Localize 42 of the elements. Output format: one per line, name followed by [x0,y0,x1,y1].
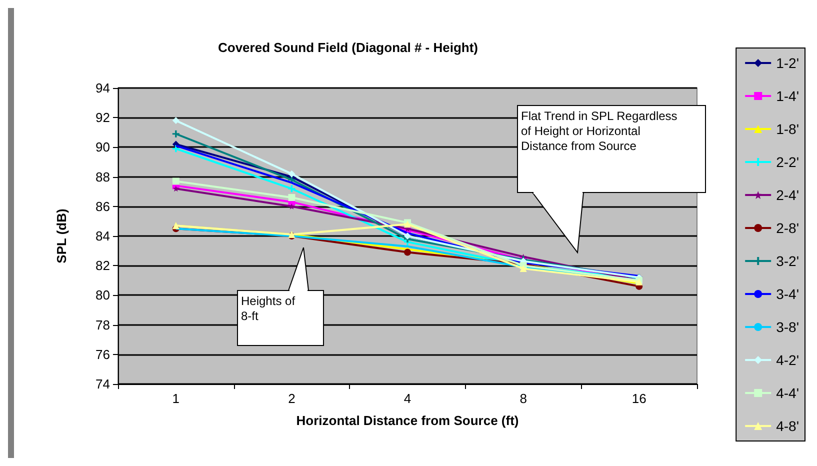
legend-label: 2-2' [776,154,800,170]
legend-label: 1-8' [776,121,800,137]
legend-label: 4-2' [776,352,800,368]
legend-label: 3-4' [776,286,800,302]
point [288,194,296,202]
point [288,170,296,178]
x-tick-label: 8 [520,391,527,406]
y-tick-label: 94 [96,80,110,96]
y-tick-label: 78 [96,317,110,332]
y-axis-title: SPL (dB) [54,208,69,264]
y-tick-label: 92 [96,110,110,126]
legend-label: 4-4' [776,385,800,401]
y-tick-label: 76 [96,346,110,362]
x-axis-title: Horizontal Distance from Source (ft) [296,413,519,428]
x-tick-label: 2 [288,391,296,406]
point [172,130,180,138]
legend-label: 4-8' [776,418,800,434]
y-tick-label: 84 [96,228,110,244]
annotation: Flat Trend in SPL Regardless of Height or Horizontal Distance from Source [521,109,678,154]
point [288,185,296,192]
legend-label: 2-8' [776,220,800,236]
legend-label: 3-8' [776,319,800,335]
legend-label: 1-4' [776,88,800,104]
y-tick-label: 80 [96,288,110,303]
point [520,265,527,272]
legend-label: 2-4' [776,187,800,203]
point [172,117,180,124]
y-tick-label: 88 [96,169,110,184]
point [404,248,411,256]
x-tick-label: 4 [404,391,412,406]
y-tick-label: 82 [96,258,110,274]
annotation: Heights of 8-ft [241,294,296,324]
legend-label: 1-2' [776,55,800,71]
y-tick-label: 86 [96,198,110,214]
x-tick-label: 16 [632,391,646,406]
y-tick-label: 74 [96,376,110,392]
chart-title: Covered Sound Field (Diagonal # - Height) [218,40,478,55]
point [172,178,180,185]
x-tick-label: 1 [172,391,180,406]
y-tick-label: 90 [96,140,110,155]
legend-label: 3-2' [776,253,800,269]
point [172,186,179,192]
